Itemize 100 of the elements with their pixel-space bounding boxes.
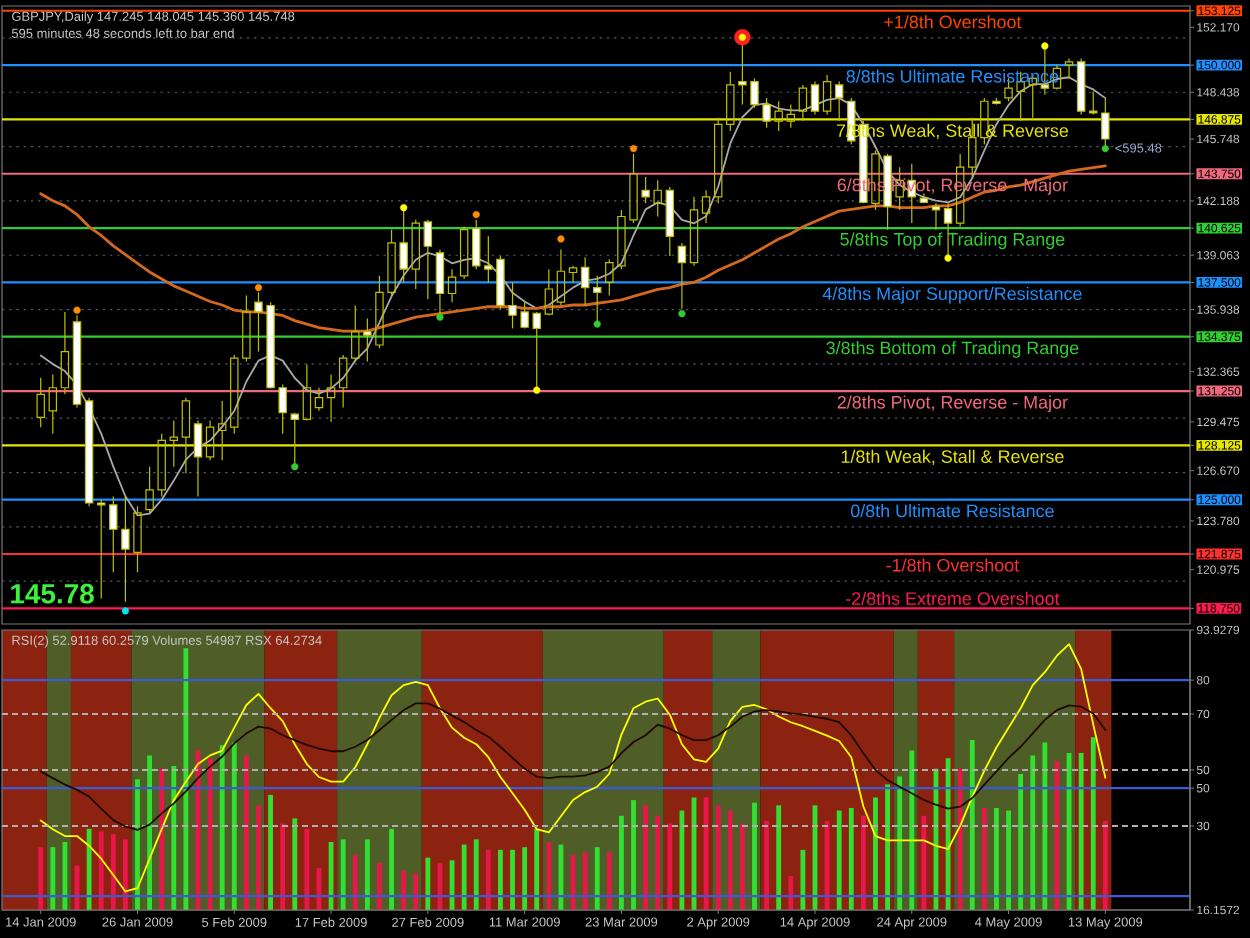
bar <box>377 862 382 910</box>
bar <box>860 815 866 910</box>
point <box>291 463 299 471</box>
bar <box>50 847 56 910</box>
bar <box>292 818 298 910</box>
candlestick <box>48 373 58 435</box>
point <box>400 204 408 212</box>
bar <box>473 839 479 910</box>
candlestick <box>36 377 45 428</box>
candlestick <box>1064 57 1074 79</box>
candlestick <box>169 420 179 468</box>
bar <box>38 847 44 910</box>
bar <box>485 849 491 910</box>
bar <box>727 810 733 910</box>
candlestick <box>72 314 82 409</box>
bar <box>1090 737 1096 910</box>
bar <box>171 766 177 910</box>
bar <box>86 828 92 910</box>
candlestick <box>713 117 723 204</box>
bar <box>1042 742 1048 910</box>
candlestick <box>810 81 820 116</box>
bar <box>98 831 104 910</box>
point <box>678 310 686 318</box>
bar <box>304 828 310 910</box>
bar <box>1030 755 1036 910</box>
bar <box>534 828 540 910</box>
candlestick <box>326 373 336 423</box>
candlestick <box>423 219 433 300</box>
bar <box>715 805 721 910</box>
candlestick <box>1076 57 1086 116</box>
bar <box>510 849 515 910</box>
point <box>557 235 565 243</box>
bar <box>1102 821 1108 910</box>
point <box>593 320 601 328</box>
candlestick <box>689 196 699 267</box>
candlestick <box>314 387 324 412</box>
candlestick <box>580 256 590 307</box>
point <box>254 284 263 292</box>
candlestick <box>701 189 711 224</box>
bar <box>594 847 600 910</box>
bar <box>280 823 286 910</box>
bar <box>546 841 552 910</box>
bar <box>389 828 394 910</box>
bar <box>606 852 612 910</box>
candlestick <box>84 397 94 507</box>
bar <box>256 805 261 910</box>
candlestick <box>786 103 796 129</box>
point <box>944 254 952 262</box>
candlestick <box>338 354 348 409</box>
point <box>629 144 638 153</box>
bar <box>461 844 467 910</box>
point <box>1101 144 1109 153</box>
bar <box>62 841 68 910</box>
bar <box>909 750 915 910</box>
candlestick <box>544 268 554 316</box>
bar <box>1078 752 1084 910</box>
bar <box>207 758 213 910</box>
ref-line-label: -1/8th Overshoot <box>886 558 1020 572</box>
bar <box>631 800 636 910</box>
point <box>436 313 444 321</box>
bar <box>582 852 588 910</box>
bar <box>679 810 685 910</box>
ref-line-label: 0/8th Ultimate Resistance <box>850 504 1054 518</box>
bar <box>498 849 503 910</box>
bar <box>994 807 999 910</box>
ref-line-label: 2/8ths Pivot, Reverse - Major <box>837 395 1068 413</box>
bar <box>619 815 624 910</box>
bar <box>425 857 431 910</box>
bar <box>401 870 407 910</box>
bar <box>969 739 975 910</box>
bar <box>752 802 757 910</box>
bar <box>413 873 419 910</box>
bar <box>159 768 165 910</box>
candlestick <box>931 202 941 231</box>
candlestick <box>302 364 312 422</box>
candlestick <box>568 265 578 283</box>
bar <box>340 839 346 910</box>
ref-line-label: 4/8ths Major Support/Resistance <box>822 286 1082 304</box>
ref-line-label: 1/8th Weak, Stall & Reverse <box>841 449 1064 466</box>
bar <box>800 849 806 910</box>
point <box>73 306 81 314</box>
bar <box>1018 773 1024 910</box>
candlestick <box>181 397 191 474</box>
bar <box>788 875 794 910</box>
bar <box>764 821 770 910</box>
bar <box>110 834 116 910</box>
bar <box>352 855 358 910</box>
candlestick <box>217 400 227 461</box>
bar <box>885 784 890 910</box>
bar <box>836 810 842 910</box>
candlestick <box>677 242 687 310</box>
bar <box>897 776 903 910</box>
bar <box>921 815 927 910</box>
ref-line-label: -2/8ths Extreme Overshoot <box>846 591 1060 605</box>
candlestick <box>798 84 808 122</box>
candlestick <box>193 420 203 497</box>
bar <box>183 648 189 910</box>
candlestick <box>822 74 832 116</box>
bar <box>522 847 528 910</box>
bar <box>824 821 830 910</box>
